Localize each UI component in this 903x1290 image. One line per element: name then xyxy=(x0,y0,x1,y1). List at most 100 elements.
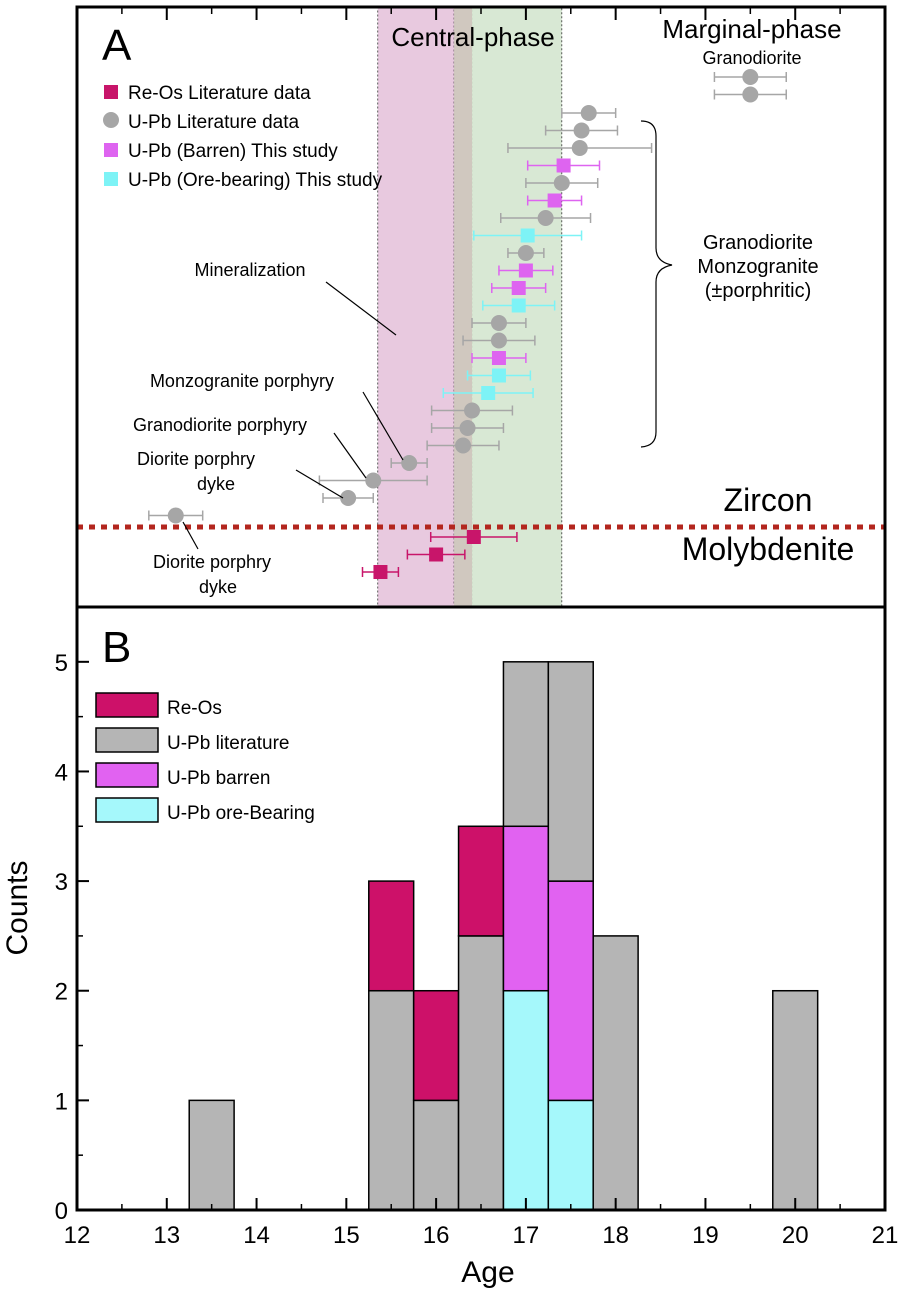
x-tick-label-15: 15 xyxy=(333,1222,360,1249)
y-tick-label-3: 3 xyxy=(55,869,68,896)
marginal-phase-title: Marginal-phase xyxy=(662,14,841,44)
bar-5-u-pb-literature xyxy=(547,661,594,882)
bar-7-u-pb-literature xyxy=(772,989,819,1211)
diorite-dyke-lower-line2: dyke xyxy=(199,577,237,597)
x-tick-label-21: 21 xyxy=(872,1222,899,1249)
series-1-point-15 xyxy=(742,69,759,85)
shaded-bands xyxy=(377,7,563,607)
panel-b-frame xyxy=(75,605,887,1212)
series-1-point-8 xyxy=(490,332,507,349)
series-3-point-1 xyxy=(491,368,506,383)
series-0-point-0 xyxy=(373,565,388,579)
series-2-point-0 xyxy=(491,351,506,365)
monzogranite-leader xyxy=(362,391,404,461)
series-2-point-4 xyxy=(556,158,571,173)
series-1-point-0 xyxy=(167,507,184,524)
series-3-point-2 xyxy=(511,298,526,313)
data-points xyxy=(167,69,759,579)
x-tick-label-12: 12 xyxy=(64,1222,91,1249)
series-1-point-7 xyxy=(490,315,507,331)
mineralization-leader xyxy=(325,281,397,336)
bar-2-u-pb-literature xyxy=(412,1099,460,1211)
x-tick-label-19: 19 xyxy=(692,1222,719,1249)
series-1-point-12 xyxy=(571,140,588,156)
series-1-point-2 xyxy=(365,472,382,489)
x-tick-label-18: 18 xyxy=(602,1222,629,1249)
legend-b-barren-label: U-Pb barren xyxy=(167,768,271,789)
series-1-point-4 xyxy=(455,437,472,454)
series-3-point-3 xyxy=(520,228,535,243)
series-1-point-5 xyxy=(459,420,476,436)
y-tick-label-2: 2 xyxy=(55,979,68,1006)
y-axis-label: Counts xyxy=(1,860,34,955)
series-2-point-3 xyxy=(547,193,562,208)
legend-a-reos-label: Re-Os Literature data xyxy=(128,83,311,104)
series-2-point-2 xyxy=(518,263,533,278)
legend-a: Re-Os Literature data U-Pb Literature da… xyxy=(103,83,383,191)
series-0-point-2 xyxy=(466,530,481,544)
legend-b-swatch-barren xyxy=(95,762,159,788)
series-1-point-11 xyxy=(553,175,570,191)
y-tick-label-0: 0 xyxy=(55,1198,68,1225)
series-1-point-10 xyxy=(537,210,554,226)
diorite-dyke-lower-line1: Diorite porphry xyxy=(153,552,271,572)
band-overlap xyxy=(454,8,473,606)
panel-a: A Central-phase Marginal-phase Granodior… xyxy=(75,5,887,609)
rock-type-porphritic: (±porphritic) xyxy=(705,280,812,302)
y-tick-label-5: 5 xyxy=(55,650,68,677)
y-tick-label-4: 4 xyxy=(55,759,68,786)
diorite-upper-leader xyxy=(295,469,344,499)
legend-b-upb-lit-label: U-Pb literature xyxy=(167,733,290,754)
y-tick-label-1: 1 xyxy=(55,1088,68,1115)
diorite-dyke-upper-line2: dyke xyxy=(197,474,235,494)
monzogranite-porphyry-label: Monzogranite porphyry xyxy=(150,371,334,391)
x-tick-label-13: 13 xyxy=(153,1222,180,1249)
bar-4-u-pb-literature xyxy=(502,661,550,828)
rock-type-granodiorite: Granodiorite xyxy=(703,232,813,254)
legend-a-swatch-barren xyxy=(104,143,118,157)
bar-3-re-os xyxy=(457,825,505,937)
legend-b-swatch-reos xyxy=(95,692,159,718)
panel-a-label: A xyxy=(102,21,132,70)
legend-b-ore-label: U-Pb ore-Bearing xyxy=(167,803,315,824)
panel-b-label: B xyxy=(102,623,131,672)
legend-a-upb-lit-label: U-Pb Literature data xyxy=(128,112,300,133)
bar-1-re-os xyxy=(368,880,415,992)
legend-a-swatch-upb-lit xyxy=(103,112,119,128)
molybdenite-label: Molybdenite xyxy=(682,531,855,567)
bar-5-u-pb-ore-bearing xyxy=(547,1099,594,1211)
x-tick-label-16: 16 xyxy=(423,1222,450,1249)
series-1-point-13 xyxy=(573,122,590,139)
bar-1-u-pb-literature xyxy=(368,989,415,1211)
series-0-point-1 xyxy=(429,547,444,562)
legend-b-reos-label: Re-Os xyxy=(167,698,222,719)
bar-4-u-pb-ore-bearing xyxy=(502,989,550,1211)
diorite-dyke-upper-line1: Diorite porphry xyxy=(137,449,255,469)
central-phase-label: Central-phase xyxy=(391,22,554,52)
marginal-phase-subtitle: Granodiorite xyxy=(702,48,801,68)
x-tick-label-14: 14 xyxy=(243,1222,270,1249)
granodiorite-leader xyxy=(333,432,367,479)
rock-type-brace xyxy=(640,120,673,448)
diorite-lower-leader xyxy=(182,521,199,550)
bar-2-re-os xyxy=(412,989,460,1102)
legend-b-swatch-ore xyxy=(95,797,159,823)
series-1-point-9 xyxy=(517,245,534,261)
legend-a-swatch-ore xyxy=(104,172,118,186)
legend-b-swatch-upb-lit xyxy=(95,727,159,753)
legend-a-ore-label: U-Pb (Ore-bearing) This study xyxy=(128,170,383,191)
granodiorite-porphyry-label: Granodiorite porphyry xyxy=(133,415,307,435)
bar-4-u-pb-barren xyxy=(502,825,550,992)
series-2-point-1 xyxy=(511,281,526,295)
annotation-leaders xyxy=(182,120,673,550)
series-1-point-3 xyxy=(401,455,418,471)
legend-a-barren-label: U-Pb (Barren) This study xyxy=(128,141,338,162)
zircon-label: Zircon xyxy=(724,482,813,518)
x-tick-label-20: 20 xyxy=(782,1222,809,1249)
series-3-point-0 xyxy=(481,386,496,400)
histogram-bars xyxy=(188,661,819,1211)
x-tick-label-17: 17 xyxy=(513,1222,540,1249)
